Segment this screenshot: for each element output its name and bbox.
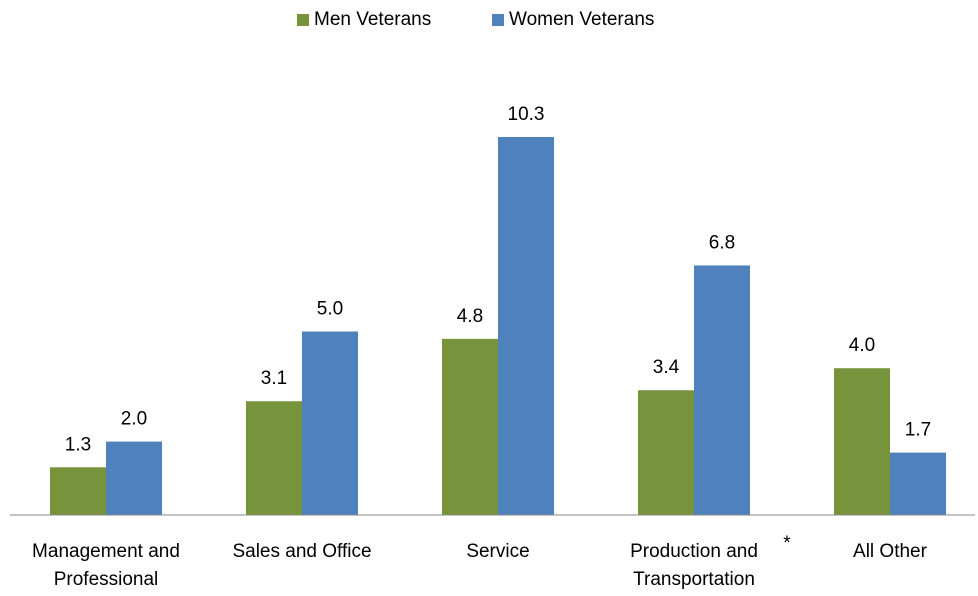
legend-label: Women Veterans — [509, 9, 654, 30]
bar — [50, 467, 106, 515]
legend-swatch — [297, 14, 309, 26]
data-label: 4.8 — [457, 306, 483, 327]
bar — [834, 368, 890, 515]
data-label: 2.0 — [121, 409, 147, 430]
data-label: 5.0 — [317, 299, 343, 320]
bar — [442, 338, 498, 515]
x-tick-label: All Other — [853, 541, 928, 562]
bar — [890, 452, 946, 515]
bar — [638, 390, 694, 515]
data-label: 4.0 — [849, 335, 875, 356]
x-tick-label: Professional — [54, 569, 159, 590]
bar — [694, 265, 750, 515]
x-tick-label: Transportation — [633, 569, 755, 590]
bar — [498, 137, 554, 515]
data-label: 3.1 — [261, 368, 287, 389]
x-tick-label: Management and — [32, 541, 180, 562]
data-label: 10.3 — [508, 104, 545, 125]
bar — [106, 441, 162, 515]
x-tick-label: Production and — [630, 541, 758, 562]
legend-swatch — [492, 14, 504, 26]
data-label: 3.4 — [653, 357, 680, 378]
data-label: 6.8 — [709, 232, 735, 253]
x-tick-label: Service — [466, 541, 529, 562]
bar — [246, 401, 302, 515]
data-label: 1.7 — [905, 420, 931, 441]
data-label: 1.3 — [65, 434, 91, 455]
x-tick-label: Sales and Office — [232, 541, 371, 562]
annotation: * — [783, 533, 791, 554]
legend-label: Men Veterans — [314, 9, 431, 30]
bar — [302, 331, 358, 515]
